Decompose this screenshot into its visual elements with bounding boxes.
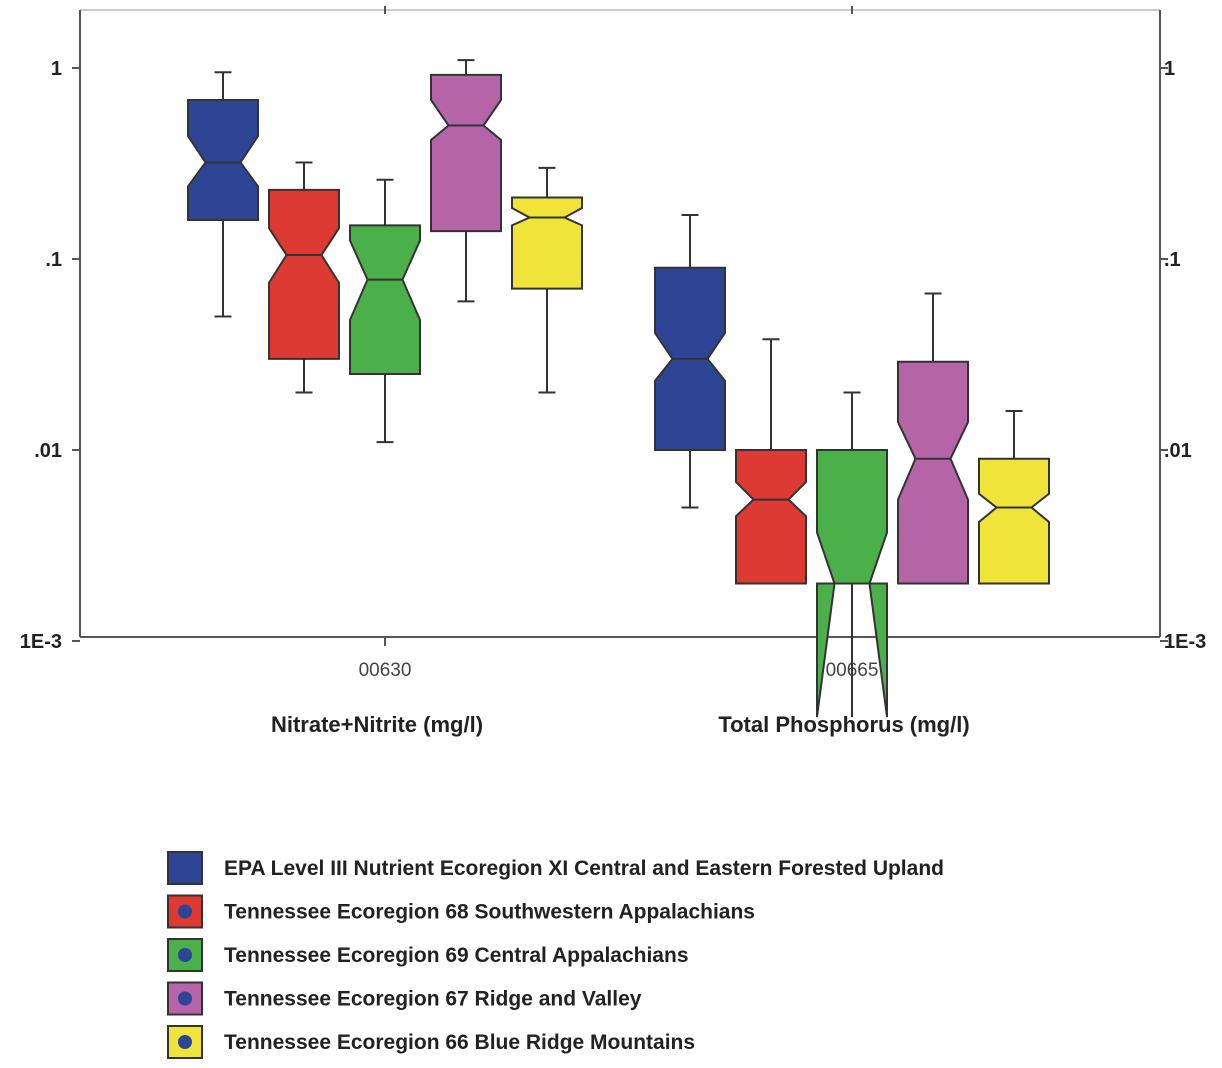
legend-label: Tennessee Ecoregion 67 Ridge and Valley [224,988,642,1011]
y-tick-label-left: .01 [34,440,62,462]
box-body [511,196,583,290]
legend-marker-dot [178,1035,192,1049]
category-label: Total Phosphorus (mg/l) [718,712,969,737]
category-code: 00630 [359,660,412,681]
y-tick-label-right: .01 [1164,440,1192,462]
legend-swatch [167,851,203,885]
legend-label: Tennessee Ecoregion 68 Southwestern Appa… [224,901,755,924]
legend: EPA Level III Nutrient Ecoregion XI Cent… [167,851,944,1059]
legend-label: Tennessee Ecoregion 69 Central Appalachi… [224,944,689,967]
box-body [735,449,807,585]
legend-marker-dot [178,904,192,919]
y-tick-label-left: 1E-3 [20,631,62,653]
axes [72,6,1168,646]
y-tick-label-left: 1 [51,58,62,80]
y-tick-label-right: 1 [1164,58,1175,80]
y-tick-label-right: 1E-3 [1164,631,1206,653]
legend-marker-dot [178,991,192,1006]
boxes [187,59,1050,718]
box-body [349,224,421,375]
box-body [187,99,259,221]
y-tick-label-right: .1 [1164,249,1181,271]
box-body [430,73,502,233]
box-body [978,457,1050,585]
legend-marker-dot [178,948,192,962]
box-body [268,188,340,360]
legend-label: EPA Level III Nutrient Ecoregion XI Cent… [224,857,944,880]
box-body [897,360,969,585]
category-code: 00665 [826,660,879,681]
labels: 1 1 .1 .1 .01 .01 1E-3 1E-3 00630 Nitrate+Nitrite… [20,58,1207,737]
y-tick-label-left: .1 [45,249,62,271]
legend-label: Tennessee Ecoregion 66 Blue Ridge Mounta… [224,1031,695,1054]
category-label: Nitrate+Nitrite (mg/l) [271,712,483,737]
